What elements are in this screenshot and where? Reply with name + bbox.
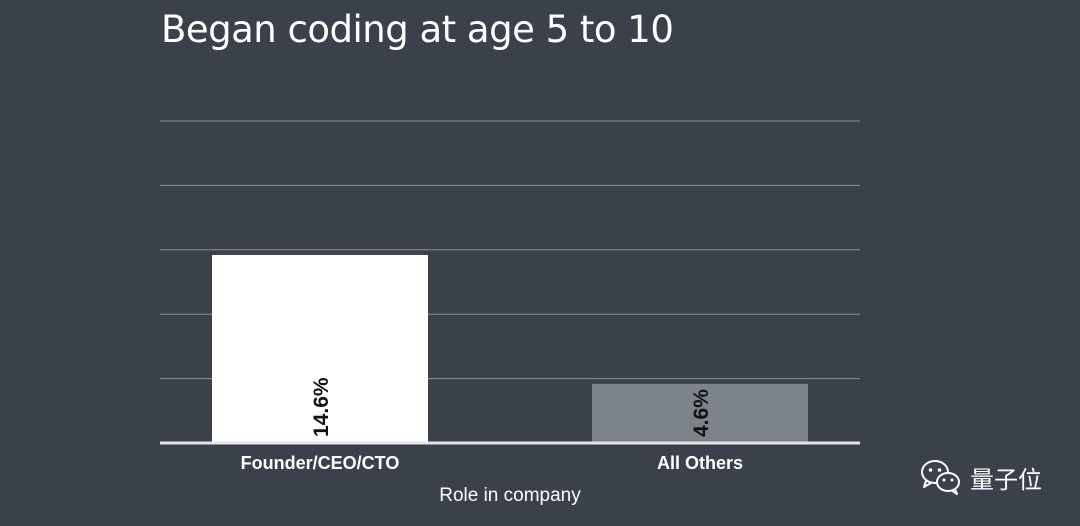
watermark-text: 量子位 [970, 465, 1042, 494]
value-label: 14.6% [310, 377, 333, 437]
x-tick-label: Founder/CEO/CTO [241, 453, 400, 473]
x-tick-label: All Others [657, 453, 743, 473]
chart-title: Began coding at age 5 to 10 [161, 8, 674, 51]
bar [592, 383, 808, 443]
watermark: 量子位 [920, 458, 1042, 496]
x-axis-label: Role in company [439, 485, 581, 506]
value-label: 4.6% [690, 389, 713, 437]
bar [212, 254, 428, 443]
value-labels: 14.6% 4.6% [310, 377, 713, 437]
x-tick-labels: Founder/CEO/CTO All Others [241, 453, 743, 473]
wechat-icon [921, 460, 960, 495]
bars [212, 254, 808, 443]
